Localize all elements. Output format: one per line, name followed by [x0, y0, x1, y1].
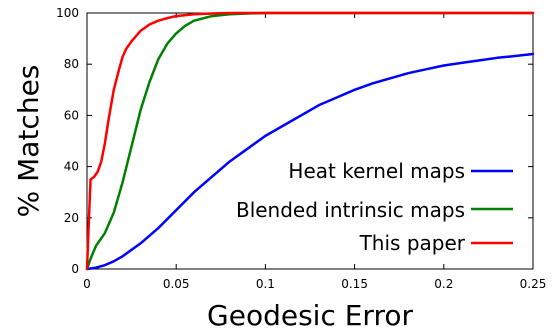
legend-label-blended-intrinsic-maps: Blended intrinsic maps [236, 198, 465, 222]
series-line-this-paper [85, 11, 535, 271]
y-tick-label: 80 [64, 57, 79, 71]
series-lines [85, 11, 535, 271]
y-tick-label: 40 [64, 160, 79, 174]
legend-label-heat-kernel-maps: Heat kernel maps [288, 159, 465, 183]
x-tick-label: 0 [83, 277, 91, 291]
series-line-heat-kernel-maps [85, 52, 535, 271]
x-tick-label: 0.1 [256, 277, 275, 291]
y-tick-label: 0 [71, 262, 79, 276]
x-axis-ticks: 0 0.05 0.1 0.15 0.2 0.25 [83, 13, 546, 291]
y-axis-ticks: 0 20 40 60 80 100 [56, 6, 533, 276]
x-tick-label: 0.15 [341, 277, 368, 291]
x-axis-title: Geodesic Error [207, 299, 413, 332]
y-axis-title: % Matches [12, 65, 45, 218]
x-tick-label: 0.2 [434, 277, 453, 291]
y-tick-label: 100 [56, 6, 79, 20]
legend-label-this-paper: This paper [359, 231, 466, 255]
legend: Heat kernel maps Blended intrinsic maps … [236, 159, 513, 255]
x-tick-label: 0.25 [520, 277, 547, 291]
x-tick-label: 0.05 [163, 277, 190, 291]
y-tick-label: 60 [64, 108, 79, 122]
y-tick-label: 20 [64, 211, 79, 225]
